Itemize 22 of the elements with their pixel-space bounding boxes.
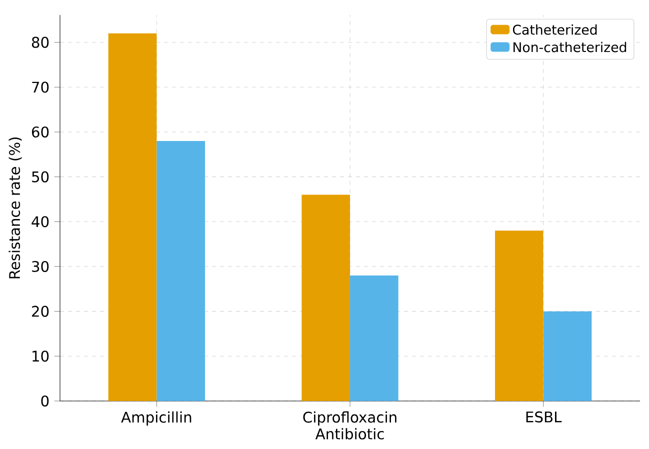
y-tick-label: 50: [32, 171, 49, 182]
x-tick-label: Ampicillin: [121, 411, 192, 426]
x-axis-title: Antibiotic: [315, 428, 384, 440]
bar: [350, 275, 398, 401]
y-tick-label: 40: [32, 216, 49, 228]
bar: [543, 311, 592, 401]
bar: [495, 230, 544, 401]
legend-label: Catheterized: [512, 24, 597, 35]
y-tick-label: 80: [32, 36, 49, 48]
y-tick-label: 0: [41, 395, 49, 407]
x-tick-label: ESBL: [526, 411, 562, 422]
legend-label: Non-catheterized: [514, 42, 626, 52]
y-tick-label: 60: [32, 126, 49, 138]
bar: [302, 194, 350, 401]
bar: [108, 33, 157, 401]
bar: [156, 140, 206, 401]
y-tick-label: 20: [32, 306, 49, 317]
y-axis-title: Resistance rate (%): [8, 138, 22, 278]
y-tick-label: 30: [32, 260, 49, 272]
y-tick-label: 70: [32, 82, 49, 93]
y-tick-label: 10: [32, 350, 49, 362]
x-tick-label: Ciprofloxacin: [303, 411, 396, 426]
